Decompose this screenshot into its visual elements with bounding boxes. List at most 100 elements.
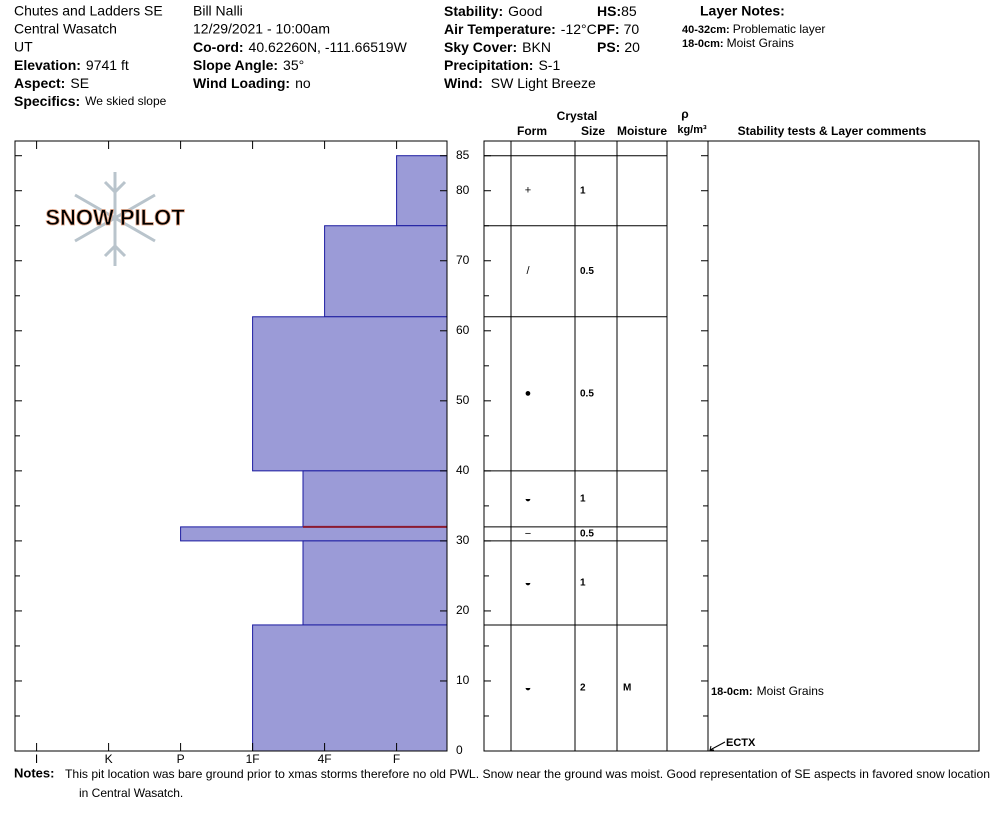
header-density-symbol: ρ bbox=[681, 107, 688, 121]
grain-size: 1 bbox=[580, 185, 586, 196]
field-label: Wind: bbox=[444, 75, 483, 91]
field: Aspect: SE bbox=[14, 75, 89, 91]
layer-note-text: Moist Grains bbox=[727, 36, 794, 50]
grain-form: ◒ bbox=[525, 682, 532, 694]
field: Co-ord: 40.62260N, -111.66519W bbox=[193, 39, 408, 55]
grain-size: 0.5 bbox=[580, 266, 594, 277]
field: Wind: SW Light Breeze bbox=[444, 75, 596, 91]
x-tick-label: F bbox=[393, 752, 400, 766]
field-value: BKN bbox=[522, 39, 551, 55]
field: Slope Angle: 35° bbox=[193, 57, 304, 73]
hardness-bar bbox=[396, 155, 448, 227]
field-value: -12°C bbox=[561, 21, 597, 37]
grain-moisture: M bbox=[623, 683, 631, 694]
y-tick-label: 10 bbox=[456, 673, 470, 687]
layer-note: 18-0cm: Moist Grains bbox=[682, 36, 794, 50]
field: Sky Cover: BKN bbox=[444, 39, 551, 55]
layer-note-range: 40-32cm: bbox=[682, 24, 730, 36]
layer-note: 40-32cm: Problematic layer bbox=[682, 22, 825, 36]
grain-size: 0.5 bbox=[580, 529, 594, 540]
location-line: Chutes and Ladders SE bbox=[14, 3, 163, 19]
header-comments: Stability tests & Layer comments bbox=[738, 124, 927, 138]
y-tick-label: 0 bbox=[456, 743, 463, 757]
field-label: Co-ord: bbox=[193, 39, 244, 55]
hardness-bar bbox=[252, 316, 448, 472]
field-value: 70 bbox=[624, 21, 640, 37]
stability-test-pointer bbox=[709, 741, 726, 751]
field: Specifics: We skied slope bbox=[14, 93, 167, 109]
field-value: 40.62260N, -111.66519W bbox=[249, 39, 408, 55]
field-value: 85 bbox=[621, 3, 637, 19]
field: Precipitation: S-1 bbox=[444, 57, 560, 73]
field-label: Specifics: bbox=[14, 93, 80, 109]
field: PF: 70 bbox=[597, 21, 639, 37]
field: Stability: Good bbox=[444, 3, 542, 19]
plot-frame bbox=[14, 140, 448, 752]
field-label: Sky Cover: bbox=[444, 39, 517, 55]
field-label: Aspect: bbox=[14, 75, 65, 91]
field-label: Stability: bbox=[444, 3, 503, 19]
notes-line: in Central Wasatch. bbox=[79, 786, 183, 800]
y-tick-label: 20 bbox=[456, 603, 470, 617]
table-frame bbox=[483, 140, 980, 752]
field-label: Slope Angle: bbox=[193, 57, 278, 73]
x-tick-label: K bbox=[105, 752, 113, 766]
field-value: S-1 bbox=[538, 57, 560, 73]
y-tick-label: 70 bbox=[456, 253, 470, 267]
field: Wind Loading: no bbox=[193, 75, 311, 91]
hardness-bar bbox=[180, 526, 448, 542]
header-form: Form bbox=[517, 124, 547, 138]
grain-form: / bbox=[526, 265, 530, 277]
grain-size: 1 bbox=[580, 578, 586, 589]
hardness-bar bbox=[324, 225, 448, 318]
hardness-bar bbox=[302, 540, 448, 626]
field-label: HS: bbox=[597, 3, 621, 19]
y-tick-label: 50 bbox=[456, 393, 470, 407]
datetime: 12/29/2021 - 10:00am bbox=[193, 21, 330, 37]
layer-note-text: Problematic layer bbox=[733, 22, 826, 36]
header-moisture: Moisture bbox=[617, 124, 667, 138]
observer: Bill Nalli bbox=[193, 3, 243, 19]
field-value: SW Light Breeze bbox=[491, 75, 596, 91]
y-tick-label: 85 bbox=[456, 148, 470, 162]
grain-size: 2 bbox=[580, 683, 586, 694]
field-label: Precipitation: bbox=[444, 57, 533, 73]
logo-text: SNOW PILOT bbox=[45, 205, 185, 230]
notes-label: Notes: bbox=[14, 765, 54, 780]
layer-comment: 18-0cm: Moist Grains bbox=[711, 684, 824, 698]
field-value: 35° bbox=[283, 57, 304, 73]
field: HS:85 bbox=[597, 3, 637, 19]
field-label: PF: bbox=[597, 21, 620, 37]
x-tick-label: 4F bbox=[318, 752, 332, 766]
layer-notes-title: Layer Notes: bbox=[700, 3, 785, 19]
y-tick-label: 30 bbox=[456, 533, 470, 547]
field-value: no bbox=[295, 75, 311, 91]
header-density-unit: kg/m³ bbox=[677, 124, 707, 136]
grain-form: − bbox=[525, 528, 531, 540]
header-size: Size bbox=[581, 124, 605, 138]
grain-size: 1 bbox=[580, 494, 586, 505]
layer-comment-text: Moist Grains bbox=[757, 684, 824, 698]
location-line: UT bbox=[14, 39, 33, 55]
layer-comment-range: 18-0cm: bbox=[711, 686, 753, 698]
y-tick-label: 40 bbox=[456, 463, 470, 477]
layer-note-range: 18-0cm: bbox=[682, 38, 724, 50]
x-tick-label: 1F bbox=[246, 752, 260, 766]
field-value: 20 bbox=[624, 39, 640, 55]
grain-form: ● bbox=[525, 388, 532, 400]
field-label: Elevation: bbox=[14, 57, 81, 73]
field-value: 9741 ft bbox=[86, 57, 129, 73]
y-tick-label: 60 bbox=[456, 323, 470, 337]
field-value: Good bbox=[508, 3, 542, 19]
field-label: PS: bbox=[597, 39, 620, 55]
header-crystal: Crystal bbox=[557, 109, 598, 123]
stability-test-result: ECTX bbox=[726, 737, 756, 749]
x-tick-label: P bbox=[177, 752, 185, 766]
notes-line: This pit location was bare ground prior … bbox=[65, 767, 990, 781]
field-value: SE bbox=[70, 75, 89, 91]
grain-form: ◒ bbox=[525, 577, 532, 589]
field-value: We skied slope bbox=[85, 94, 166, 108]
grain-size: 0.5 bbox=[580, 388, 594, 399]
field: Air Temperature: -12°C bbox=[444, 21, 597, 37]
